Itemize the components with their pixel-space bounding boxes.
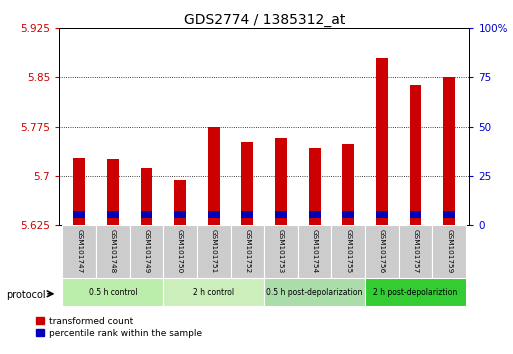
Bar	[63, 225, 96, 278]
Bar	[141, 211, 152, 218]
Bar	[342, 211, 354, 218]
Text: GSM101756: GSM101756	[379, 229, 385, 273]
Bar	[331, 225, 365, 278]
Bar	[107, 159, 119, 225]
Text: GSM101747: GSM101747	[76, 229, 82, 273]
Bar	[443, 211, 455, 218]
Bar	[197, 225, 230, 278]
Bar	[242, 142, 253, 225]
Text: 0.5 h control: 0.5 h control	[89, 287, 137, 297]
Bar	[365, 278, 466, 306]
Bar	[432, 225, 466, 278]
Bar	[163, 278, 264, 306]
Bar	[399, 225, 432, 278]
Bar	[208, 211, 220, 218]
Text: 0.5 h post-depolarization: 0.5 h post-depolarization	[266, 287, 363, 297]
Bar	[73, 211, 85, 218]
Text: GSM101754: GSM101754	[312, 229, 318, 273]
Bar	[410, 211, 422, 218]
Bar	[298, 225, 331, 278]
Bar	[174, 211, 186, 218]
Bar	[107, 211, 119, 218]
Bar	[342, 144, 354, 225]
Bar	[242, 211, 253, 218]
Text: GSM101749: GSM101749	[144, 229, 149, 273]
Text: GSM101748: GSM101748	[110, 229, 116, 273]
Legend: transformed count, percentile rank within the sample: transformed count, percentile rank withi…	[36, 317, 202, 337]
Bar	[410, 85, 422, 225]
Bar	[376, 58, 388, 225]
Bar	[309, 211, 321, 218]
Bar	[230, 225, 264, 278]
Bar	[141, 168, 152, 225]
Bar	[264, 278, 365, 306]
Text: GSM101752: GSM101752	[244, 229, 250, 273]
Text: GSM101750: GSM101750	[177, 229, 183, 273]
Bar	[275, 211, 287, 218]
Bar	[376, 211, 388, 218]
Bar	[163, 225, 197, 278]
Bar	[309, 148, 321, 225]
Text: GSM101757: GSM101757	[412, 229, 419, 273]
Text: GSM101755: GSM101755	[345, 229, 351, 273]
Text: GSM101759: GSM101759	[446, 229, 452, 273]
Bar	[73, 158, 85, 225]
Bar	[63, 278, 163, 306]
Text: 2 h control: 2 h control	[193, 287, 234, 297]
Text: 2 h post-depolariztion: 2 h post-depolariztion	[373, 287, 458, 297]
Title: GDS2774 / 1385312_at: GDS2774 / 1385312_at	[184, 13, 345, 27]
Bar	[264, 225, 298, 278]
Text: GSM101751: GSM101751	[211, 229, 216, 273]
Bar	[130, 225, 163, 278]
Bar	[443, 77, 455, 225]
Bar	[208, 126, 220, 225]
Text: GSM101753: GSM101753	[278, 229, 284, 273]
Bar	[96, 225, 130, 278]
Bar	[174, 179, 186, 225]
Bar	[365, 225, 399, 278]
Text: protocol: protocol	[6, 290, 46, 299]
Bar	[275, 138, 287, 225]
